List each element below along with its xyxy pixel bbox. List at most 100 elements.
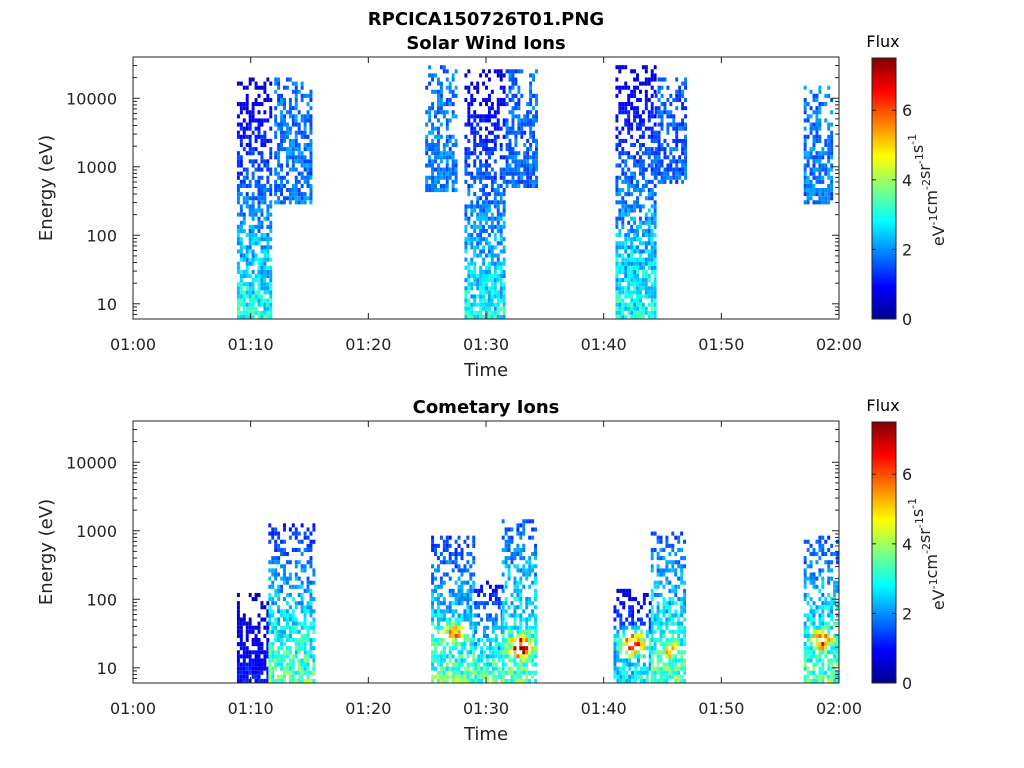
heatmap-cell bbox=[285, 621, 289, 626]
heatmap-cell bbox=[502, 282, 506, 287]
heatmap-cell bbox=[627, 294, 631, 299]
heatmap-cell bbox=[439, 642, 443, 647]
heatmap-cell bbox=[529, 110, 533, 115]
heatmap-cell bbox=[618, 228, 622, 234]
heatmap-cell bbox=[488, 662, 492, 667]
heatmap-cell bbox=[271, 625, 275, 630]
cometary-heatmap bbox=[236, 519, 839, 683]
heatmap-cell bbox=[616, 646, 620, 651]
heatmap-cell bbox=[642, 670, 646, 675]
heatmap-cell bbox=[274, 183, 278, 188]
heatmap-cell bbox=[630, 302, 634, 307]
heatmap-cell bbox=[508, 138, 512, 143]
heatmap-cell bbox=[283, 564, 286, 569]
heatmap-cell bbox=[615, 142, 619, 148]
heatmap-cell bbox=[493, 224, 497, 229]
heatmap-cell bbox=[297, 646, 301, 651]
heatmap-cell bbox=[683, 633, 687, 638]
heatmap-cell bbox=[514, 81, 518, 86]
heatmap-cell bbox=[639, 646, 643, 651]
heatmap-cell bbox=[469, 572, 473, 577]
heatmap-cell bbox=[254, 159, 258, 164]
heatmap-cell bbox=[245, 302, 249, 307]
heatmap-cell bbox=[260, 233, 264, 238]
heatmap-cell bbox=[477, 654, 481, 659]
heatmap-cell bbox=[480, 646, 484, 651]
heatmap-cell bbox=[520, 163, 524, 168]
heatmap-cell bbox=[827, 605, 831, 610]
heatmap-cell bbox=[294, 167, 298, 172]
heatmap-cell bbox=[436, 81, 440, 86]
heatmap-cell bbox=[496, 212, 500, 217]
heatmap-cell bbox=[448, 666, 452, 671]
heatmap-cell bbox=[621, 302, 625, 307]
heatmap-cell bbox=[671, 642, 675, 647]
heatmap-cell bbox=[431, 175, 435, 180]
heatmap-cell bbox=[239, 241, 243, 246]
heatmap-cell bbox=[684, 77, 688, 82]
heatmap-cell bbox=[806, 633, 810, 638]
heatmap-cell bbox=[236, 151, 240, 156]
heatmap-cell bbox=[806, 200, 810, 205]
heatmap-cell bbox=[436, 126, 440, 131]
heatmap-cell bbox=[806, 179, 810, 184]
heatmap-cell bbox=[487, 200, 491, 205]
heatmap-cell bbox=[486, 637, 489, 643]
heatmap-cell bbox=[439, 97, 443, 103]
heatmap-cell bbox=[288, 196, 292, 201]
heatmap-cell bbox=[639, 678, 643, 683]
heatmap-cell bbox=[303, 130, 307, 135]
heatmap-cell bbox=[665, 605, 669, 610]
heatmap-cell bbox=[466, 670, 470, 675]
heatmap-cell bbox=[288, 646, 292, 651]
heatmap-cell bbox=[236, 192, 240, 197]
heatmap-cell bbox=[285, 637, 289, 643]
heatmap-cell bbox=[501, 625, 505, 630]
heatmap-cell bbox=[463, 633, 467, 638]
heatmap-cell bbox=[467, 278, 471, 283]
heatmap-cell bbox=[684, 134, 688, 139]
heatmap-cell bbox=[490, 102, 494, 107]
x-tick-label: 01:50 bbox=[698, 335, 744, 354]
heatmap-cell bbox=[470, 81, 474, 86]
heatmap-cell bbox=[306, 654, 310, 659]
heatmap-cell bbox=[470, 114, 474, 119]
heatmap-cell bbox=[487, 233, 491, 238]
heatmap-cell bbox=[653, 261, 657, 266]
heatmap-cell bbox=[827, 601, 831, 606]
heatmap-cell bbox=[457, 552, 461, 557]
heatmap-cell bbox=[277, 633, 281, 638]
heatmap-cell bbox=[268, 523, 272, 528]
heatmap-cell bbox=[428, 142, 432, 148]
heatmap-cell bbox=[662, 597, 666, 602]
heatmap-cell bbox=[470, 314, 474, 319]
heatmap-cell bbox=[809, 670, 813, 675]
heatmap-cell bbox=[824, 188, 828, 193]
heatmap-cell bbox=[836, 654, 839, 659]
heatmap-cell bbox=[516, 662, 520, 667]
heatmap-cell bbox=[283, 547, 286, 552]
heatmap-cell bbox=[650, 159, 654, 164]
heatmap-cell bbox=[815, 625, 819, 630]
heatmap-cell bbox=[239, 138, 243, 143]
heatmap-cell bbox=[285, 159, 289, 164]
heatmap-cell bbox=[254, 237, 258, 242]
heatmap-cell bbox=[501, 674, 505, 679]
heatmap-cell bbox=[248, 208, 252, 213]
heatmap-cell bbox=[504, 670, 508, 675]
heatmap-cell bbox=[502, 89, 506, 94]
heatmap-cell bbox=[499, 200, 503, 205]
heatmap-cell bbox=[266, 310, 270, 315]
heatmap-cell bbox=[251, 110, 255, 115]
heatmap-cell bbox=[486, 666, 489, 671]
heatmap-cell bbox=[653, 298, 657, 303]
heatmap-cell bbox=[431, 547, 435, 552]
heatmap-cell bbox=[460, 642, 464, 647]
heatmap-cell bbox=[818, 572, 822, 577]
heatmap-cell bbox=[487, 269, 491, 274]
heatmap-cell bbox=[448, 629, 452, 634]
heatmap-cell bbox=[684, 138, 688, 143]
heatmap-cell bbox=[467, 188, 471, 193]
heatmap-cell bbox=[812, 584, 816, 589]
heatmap-cell bbox=[464, 171, 468, 176]
